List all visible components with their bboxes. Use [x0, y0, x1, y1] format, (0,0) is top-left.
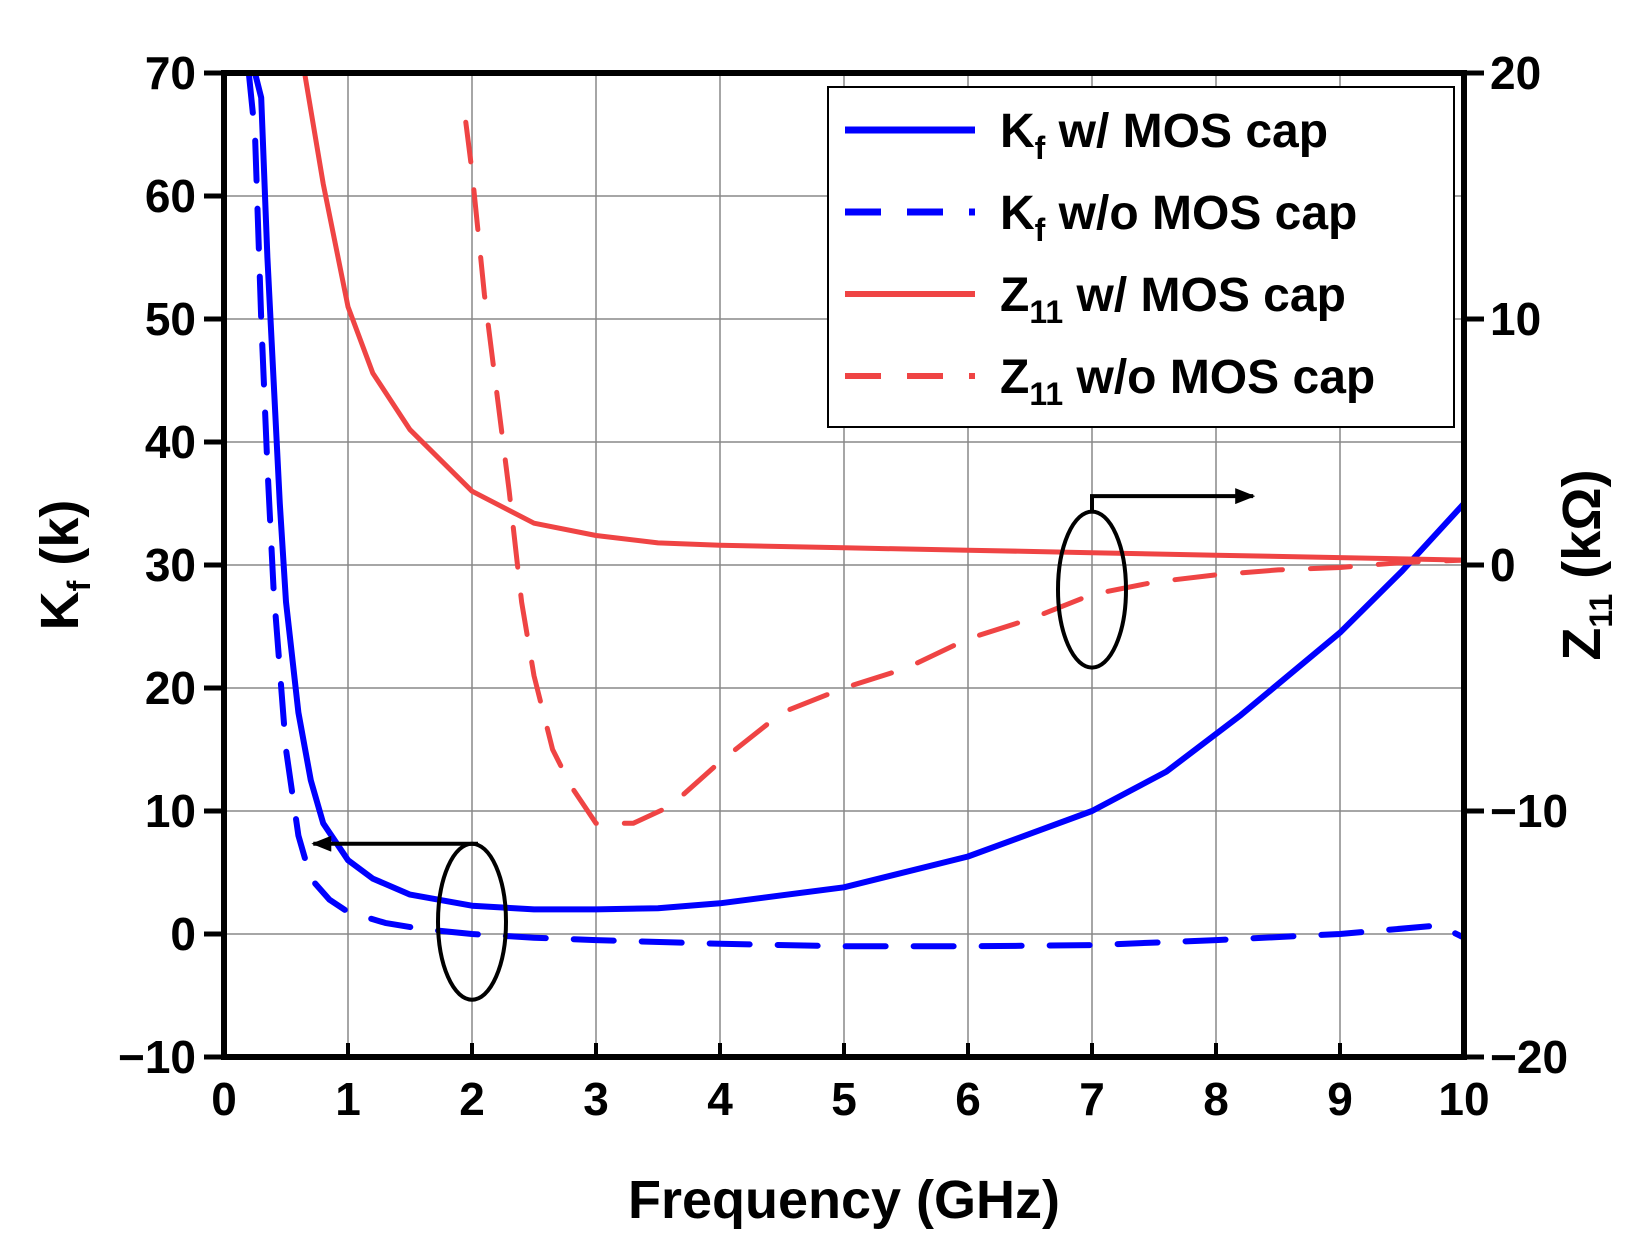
- x-tick-label: 9: [1327, 1073, 1353, 1125]
- y-left-rest: (k): [30, 500, 90, 581]
- y-left-tick-label: 10: [145, 785, 196, 837]
- legend-label-2: Kf w/o MOS cap: [1000, 187, 1357, 248]
- y-right-tick-label: 0: [1490, 539, 1516, 591]
- x-tick-label: 2: [459, 1073, 485, 1125]
- series-line-1: [252, 73, 1464, 913]
- y-left-tick-label: −10: [118, 1031, 196, 1083]
- legend-label-main: Z: [1000, 351, 1029, 404]
- y-right-main: Z: [1552, 628, 1612, 661]
- x-tick-label: 3: [583, 1073, 609, 1125]
- legend-label-main: K: [1000, 187, 1035, 240]
- y-right-tick-label: −10: [1490, 785, 1568, 837]
- legend-label-rest: w/ MOS cap: [1045, 105, 1328, 158]
- y-axis-title-left: Kf (k): [30, 500, 97, 631]
- legend-label-rest: w/o MOS cap: [1045, 187, 1357, 240]
- y-left-tick-label: 50: [145, 293, 196, 345]
- x-tick-label: 8: [1203, 1073, 1229, 1125]
- legend-label-3: Z11 w/ MOS cap: [1000, 269, 1346, 330]
- legend-label-1: Kf w/ MOS cap: [1000, 105, 1328, 166]
- annotations: [311, 488, 1256, 1002]
- series-layer: [245, 73, 1464, 950]
- y-right-sub: 11: [1583, 594, 1619, 628]
- y-left-tick-label: 70: [145, 47, 196, 99]
- series-line-3: [302, 73, 1464, 563]
- series-line-4: [463, 119, 1464, 826]
- y-left-main: K: [30, 591, 90, 630]
- y-left-tick-label: 20: [145, 662, 196, 714]
- x-tick-label: 4: [707, 1073, 733, 1125]
- legend-label-main: Z: [1000, 269, 1029, 322]
- ticks: [204, 70, 1484, 1060]
- y-axis-title-right: Z11 (kΩ): [1552, 469, 1619, 660]
- legend-label-4: Z11 w/o MOS cap: [1000, 351, 1375, 412]
- legend-label-main: K: [1000, 105, 1035, 158]
- series-line-2: [245, 73, 1464, 950]
- legend-label-sub: f: [1035, 130, 1046, 166]
- x-tick-label: 1: [335, 1073, 361, 1125]
- x-tick-label: 5: [831, 1073, 857, 1125]
- y-right-tick-label: 10: [1490, 293, 1541, 345]
- x-tick-label: 6: [955, 1073, 981, 1125]
- legend-label-rest: w/o MOS cap: [1063, 351, 1375, 404]
- y-left-sub: f: [61, 580, 97, 591]
- y-right-tick-label: −20: [1490, 1031, 1568, 1083]
- legend-label-sub: 11: [1029, 376, 1063, 412]
- y-left-tick-label: 60: [145, 170, 196, 222]
- annotation-arrow-right: [1090, 488, 1256, 512]
- x-tick-label: 10: [1438, 1073, 1489, 1125]
- y-right-tick-label: 20: [1490, 47, 1541, 99]
- y-right-rest: (kΩ): [1552, 469, 1612, 593]
- legend-label-sub: 11: [1029, 294, 1063, 330]
- legend-label-sub: f: [1035, 212, 1046, 248]
- tick-labels: 0 1 2 3 4 5 6 7 8 9 10 −10 0 10 20 30 40 50 60 70 −20 −10 0 10 2…: [118, 47, 1568, 1125]
- legend-box: [827, 86, 1455, 428]
- x-tick-label: 7: [1079, 1073, 1105, 1125]
- x-tick-label: 0: [211, 1073, 237, 1125]
- y-left-tick-label: 40: [145, 416, 196, 468]
- y-left-tick-label: 0: [170, 908, 196, 960]
- x-axis-title: Frequency (GHz): [628, 1170, 1060, 1230]
- y-left-tick-label: 30: [145, 539, 196, 591]
- legend-label-rest: w/ MOS cap: [1063, 269, 1346, 322]
